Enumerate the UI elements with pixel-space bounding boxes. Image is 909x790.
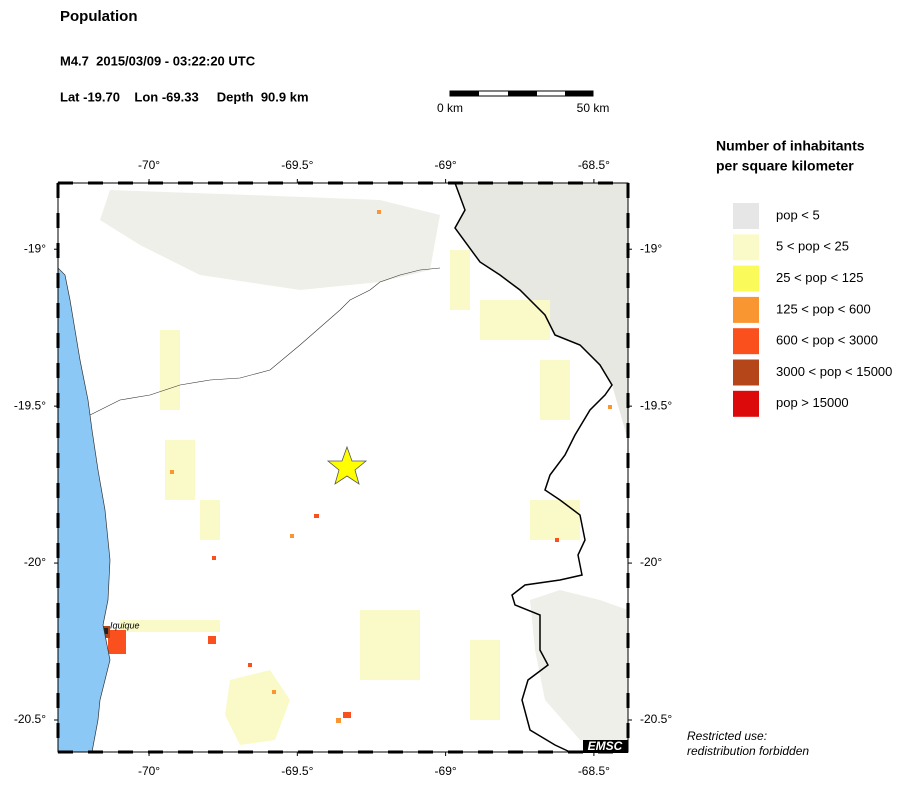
legend-label: pop < 5 (776, 207, 820, 222)
land-low-density (530, 590, 628, 740)
lon-label: -69.5° (281, 764, 313, 778)
legend-label: 25 < pop < 125 (776, 270, 863, 285)
lat-label: -20° (24, 555, 46, 569)
lat-label: -19° (640, 241, 662, 255)
map: Iquique EMSC (56, 181, 630, 754)
legend-swatch (733, 296, 759, 323)
lon-label: -69° (435, 764, 457, 778)
land-low-density (100, 190, 440, 290)
footer-note: redistribution forbidden (687, 744, 809, 758)
legend-swatch (733, 203, 759, 229)
place-label: Iquique (110, 620, 140, 630)
region-boundary (89, 267, 441, 416)
ocean (57, 267, 111, 753)
lat-label: -19.5° (640, 398, 672, 412)
legend-title: Number of inhabitants (716, 138, 865, 154)
lon-label: -69.5° (281, 158, 313, 172)
dense-spots (102, 210, 612, 723)
location-info: Lat -19.70 Lon -69.33 Depth 90.9 km (60, 89, 309, 104)
scale-bar (449, 90, 594, 97)
lon-label: -69° (435, 158, 457, 172)
legend-swatch (733, 359, 759, 386)
lat-label: -20° (640, 555, 662, 569)
event-info: M4.7 2015/03/09 - 03:22:20 UTC (60, 53, 256, 68)
legend-swatch (733, 390, 759, 417)
scale-end: 50 km (577, 101, 610, 115)
lon-label: -68.5° (578, 158, 610, 172)
epicenter (326, 445, 368, 485)
country-border (454, 182, 613, 753)
lat-label: -19° (24, 241, 46, 255)
lat-label: -20.5° (14, 712, 46, 726)
scale-start: 0 km (437, 101, 463, 115)
lon-label: -70° (138, 158, 160, 172)
lon-label: -68.5° (578, 764, 610, 778)
legend-label: 600 < pop < 3000 (776, 333, 878, 348)
legend-title: per square kilometer (716, 158, 854, 174)
lon-label: -70° (138, 764, 160, 778)
lat-label: -20.5° (640, 712, 672, 726)
legend-swatch (733, 234, 759, 261)
populated-areas (120, 250, 580, 745)
title: Population (60, 8, 138, 25)
legend-swatch (733, 265, 759, 292)
credit: EMSC (588, 739, 623, 753)
lat-label: -19.5° (14, 398, 46, 412)
legend-label: pop > 15000 (776, 395, 849, 410)
legend-label: 125 < pop < 600 (776, 301, 871, 316)
legend-label: 3000 < pop < 15000 (776, 364, 892, 379)
legend-label: 5 < pop < 25 (776, 239, 849, 254)
legend-swatch (733, 328, 759, 355)
footer-note: Restricted use: (687, 729, 767, 743)
